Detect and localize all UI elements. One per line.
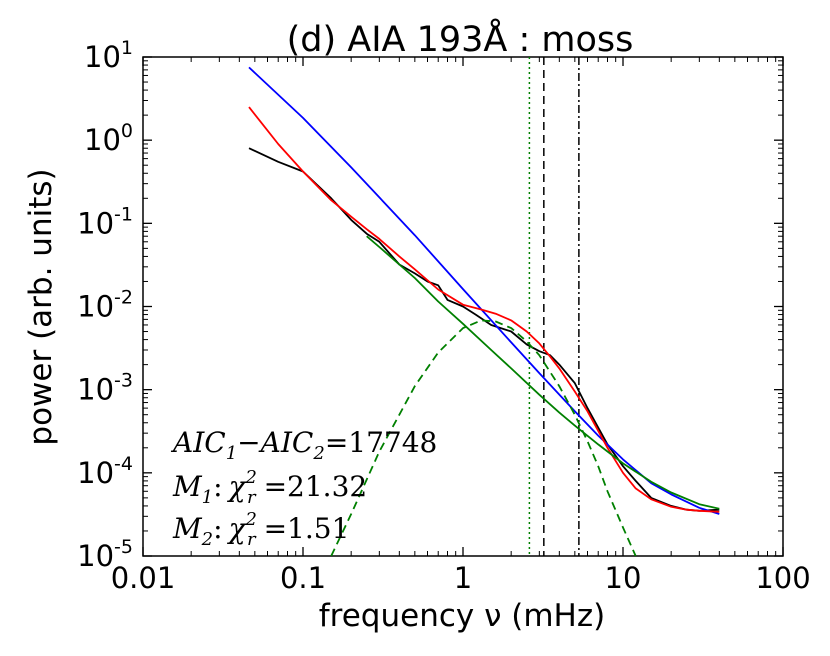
- x-tick-label: 0.01: [111, 561, 176, 595]
- m2-colon: :: [213, 512, 222, 545]
- series-line-1: [248, 66, 720, 515]
- m1-chi-superscript: 2: [245, 467, 257, 488]
- x-tick-label: 10: [605, 561, 642, 595]
- x-tick-label: 100: [755, 561, 810, 595]
- fit-annotations: AIC1−AIC2=17748 M1: χ2 r =21.32 M2: χ2 r =1.51: [170, 426, 437, 550]
- aic-value: =17748: [325, 426, 438, 459]
- m1-colon: :: [213, 470, 222, 503]
- aic-term-1: AIC: [170, 426, 226, 459]
- m1-annotation: M1: χ2 r =21.32: [172, 467, 367, 508]
- aic-minus: −: [237, 426, 260, 459]
- series-line-0: [248, 147, 720, 512]
- y-tick-label: 100: [84, 120, 133, 157]
- series-layer: [248, 66, 720, 556]
- m2-chi: χ: [227, 512, 248, 545]
- m2-chi-subscript: r: [247, 529, 257, 550]
- aic-subscript-2: 2: [312, 443, 324, 464]
- ticks-layer: 0.01 0.1 1 10 100 101 100 10-1 10-2 10-3 10-4 10-5: [77, 37, 811, 595]
- m1-value: =21.32: [264, 470, 368, 503]
- m2-value: =1.51: [264, 512, 350, 545]
- series-line-4: [330, 319, 637, 556]
- aic-term-2: AIC: [258, 426, 314, 459]
- chart-title: (d) AIA 193Å : moss: [287, 17, 634, 60]
- y-tick-label: 101: [84, 37, 133, 74]
- m2-subscript: 2: [201, 529, 213, 550]
- m1-name: M: [172, 470, 203, 503]
- x-tick-label: 1: [454, 561, 472, 595]
- y-tick-label: 10-5: [77, 536, 133, 573]
- x-axis-label: frequency ν (mHz): [319, 598, 605, 634]
- m2-chi-superscript: 2: [245, 509, 257, 530]
- reference-lines: [528, 57, 580, 556]
- series-line-3: [366, 235, 720, 510]
- m1-chi-subscript: r: [247, 487, 257, 508]
- series-line-2: [248, 106, 720, 513]
- y-tick-label: 10-2: [77, 287, 133, 324]
- aic-subscript-1: 1: [226, 443, 237, 464]
- aic-annotation: AIC1−AIC2=17748: [170, 426, 437, 464]
- y-tick-label: 10-1: [77, 203, 133, 240]
- y-axis-label: power (arb. units): [23, 168, 59, 445]
- y-tick-label: 10-4: [77, 453, 133, 490]
- m1-subscript: 1: [202, 487, 213, 508]
- x-tick-label: 0.1: [280, 561, 326, 595]
- m1-chi: χ: [227, 470, 248, 503]
- m2-annotation: M2: χ2 r =1.51: [172, 509, 349, 550]
- m2-name: M: [172, 512, 203, 545]
- y-tick-label: 10-3: [77, 370, 133, 407]
